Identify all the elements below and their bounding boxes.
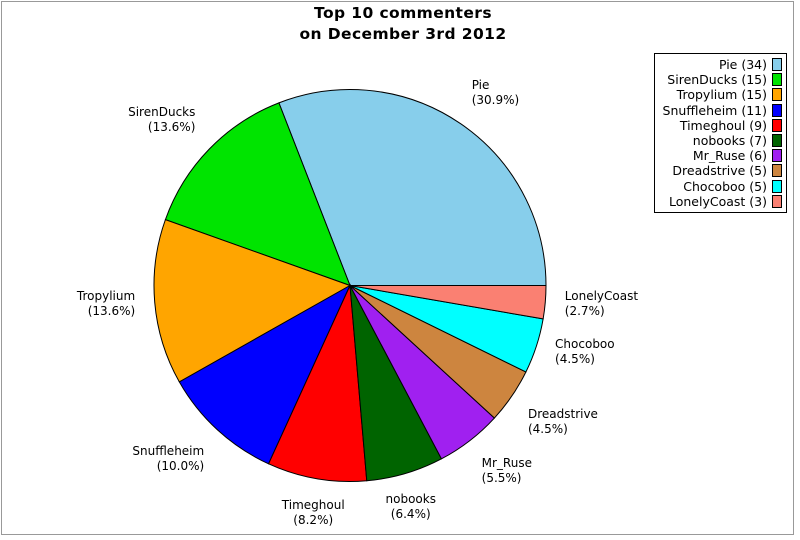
legend-label: Pie (34)	[718, 57, 767, 73]
legend-item-Dreadstrive: Dreadstrive (5)	[655, 163, 782, 178]
chart-title-line2: on December 3rd 2012	[299, 25, 507, 43]
slice-label-Mr_Ruse: Mr_Ruse (5.5%)	[481, 456, 532, 486]
legend-swatch	[772, 58, 782, 72]
legend-label: Snuffleheim (11)	[662, 102, 767, 118]
slice-label-Timeghoul: Timeghoul (8.2%)	[281, 497, 345, 527]
pie-slice-Pie	[278, 89, 547, 286]
slice-label-SirenDucks: SirenDucks (13.6%)	[128, 105, 196, 135]
legend-label: SirenDucks (15)	[667, 72, 767, 88]
legend-swatch	[772, 179, 782, 193]
legend-label: Timeghoul (9)	[679, 117, 767, 133]
legend-swatch	[772, 164, 782, 178]
legend-swatch	[772, 88, 782, 102]
legend-swatch	[772, 118, 782, 132]
legend-item-SirenDucks: SirenDucks (15)	[655, 72, 782, 87]
chart-title-line1: Top 10 commenters	[314, 4, 492, 22]
legend-label: LonelyCoast (3)	[668, 193, 767, 209]
legend-item-Chocoboo: Chocoboo (5)	[655, 179, 782, 194]
legend-label: Chocoboo (5)	[683, 178, 767, 194]
legend-item-Mr_Ruse: Mr_Ruse (6)	[655, 148, 782, 163]
legend-swatch	[772, 149, 782, 163]
legend-item-Tropylium: Tropylium (15)	[655, 87, 782, 102]
legend: Pie (34) SirenDucks (15) Tropylium (15) Snu…	[654, 53, 787, 213]
legend-item-LonelyCoast: LonelyCoast (3)	[655, 194, 782, 209]
legend-swatch	[772, 103, 782, 117]
legend-item-Timeghoul: Timeghoul (9)	[655, 118, 782, 133]
slice-label-Chocoboo: Chocoboo (4.5%)	[555, 337, 615, 367]
pie-slice-SirenDucks	[164, 102, 351, 287]
pie-slice-Tropylium	[153, 218, 352, 383]
legend-item-Pie: Pie (34)	[655, 57, 782, 72]
legend-label: nobooks (7)	[692, 133, 767, 149]
legend-swatch	[772, 73, 782, 87]
pie-slice-Timeghoul	[267, 283, 368, 482]
legend-label: Mr_Ruse (6)	[692, 148, 767, 164]
legend-label: Dreadstrive (5)	[672, 163, 767, 179]
legend-swatch	[772, 194, 782, 208]
pie-slice-LonelyCoast	[349, 285, 547, 320]
legend-item-nobooks: nobooks (7)	[655, 133, 782, 148]
legend-swatch	[772, 134, 782, 148]
slice-label-Snuffleheim: Snuffleheim (10.0%)	[132, 444, 205, 474]
legend-item-Snuffleheim: Snuffleheim (11)	[655, 103, 782, 118]
slice-label-Dreadstrive: Dreadstrive (4.5%)	[527, 407, 598, 437]
slice-label-LonelyCoast: LonelyCoast (2.7%)	[564, 288, 639, 318]
chart-title: Top 10 commenters on December 3rd 2012	[3, 3, 800, 45]
slice-label-Pie: Pie (30.9%)	[471, 77, 520, 107]
legend-label: Tropylium (15)	[676, 87, 767, 103]
slice-label-nobooks: nobooks (6.4%)	[385, 492, 436, 522]
pie-slice-Snuffleheim	[178, 284, 352, 465]
slice-label-Tropylium: Tropylium (13.6%)	[76, 288, 136, 318]
